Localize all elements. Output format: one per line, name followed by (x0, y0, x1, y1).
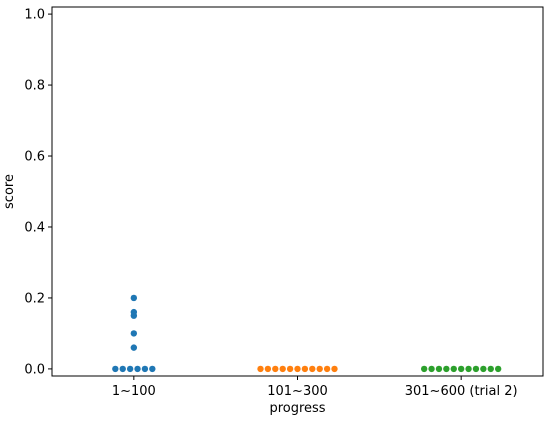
data-point (141, 365, 149, 373)
data-point (323, 365, 331, 373)
x-tick-label: 301~600 (trial 2) (405, 384, 518, 399)
data-point (457, 365, 465, 373)
plot-area-frame (51, 6, 544, 377)
data-point (450, 365, 457, 373)
data-point (149, 365, 156, 373)
data-point (309, 365, 316, 373)
data-point (465, 365, 472, 373)
data-point (301, 365, 309, 373)
data-point (134, 365, 141, 373)
y-axis-ticks: 0.0 0.2 0.4 0.6 0.8 1.0 (24, 8, 52, 377)
data-point (420, 365, 428, 373)
data-point (130, 344, 138, 351)
y-tick-label: 0.2 (24, 291, 45, 306)
y-tick-label: 0.0 (24, 362, 45, 377)
data-point (119, 365, 126, 373)
x-tick-label: 1~100 (112, 384, 156, 399)
data-point (112, 365, 119, 373)
data-point (130, 330, 138, 337)
y-axis-label: score (2, 174, 17, 209)
data-point (480, 365, 487, 373)
x-tick-label: 101~300 (267, 384, 328, 399)
x-axis-label: progress (269, 401, 325, 416)
data-point (331, 365, 338, 373)
data-point (472, 365, 480, 373)
y-tick-label: 0.6 (24, 150, 45, 165)
data-points (112, 294, 502, 373)
data-point (494, 365, 502, 373)
x-axis-ticks: 1~100 101~300 301~600 (trial 2) (112, 376, 518, 399)
data-point (435, 365, 443, 373)
data-point (272, 365, 279, 373)
data-point (294, 365, 301, 373)
data-point (130, 308, 138, 316)
data-point (257, 365, 264, 373)
data-point (126, 365, 134, 373)
data-point (428, 365, 435, 373)
data-point (443, 365, 450, 373)
y-tick-label: 0.8 (24, 79, 45, 94)
data-point (279, 365, 286, 373)
y-tick-label: 0.4 (24, 220, 45, 235)
data-point (316, 365, 323, 373)
y-tick-label: 1.0 (24, 8, 45, 23)
data-point (264, 365, 272, 373)
data-point (286, 365, 294, 373)
data-point (130, 294, 138, 302)
data-point (487, 365, 494, 373)
